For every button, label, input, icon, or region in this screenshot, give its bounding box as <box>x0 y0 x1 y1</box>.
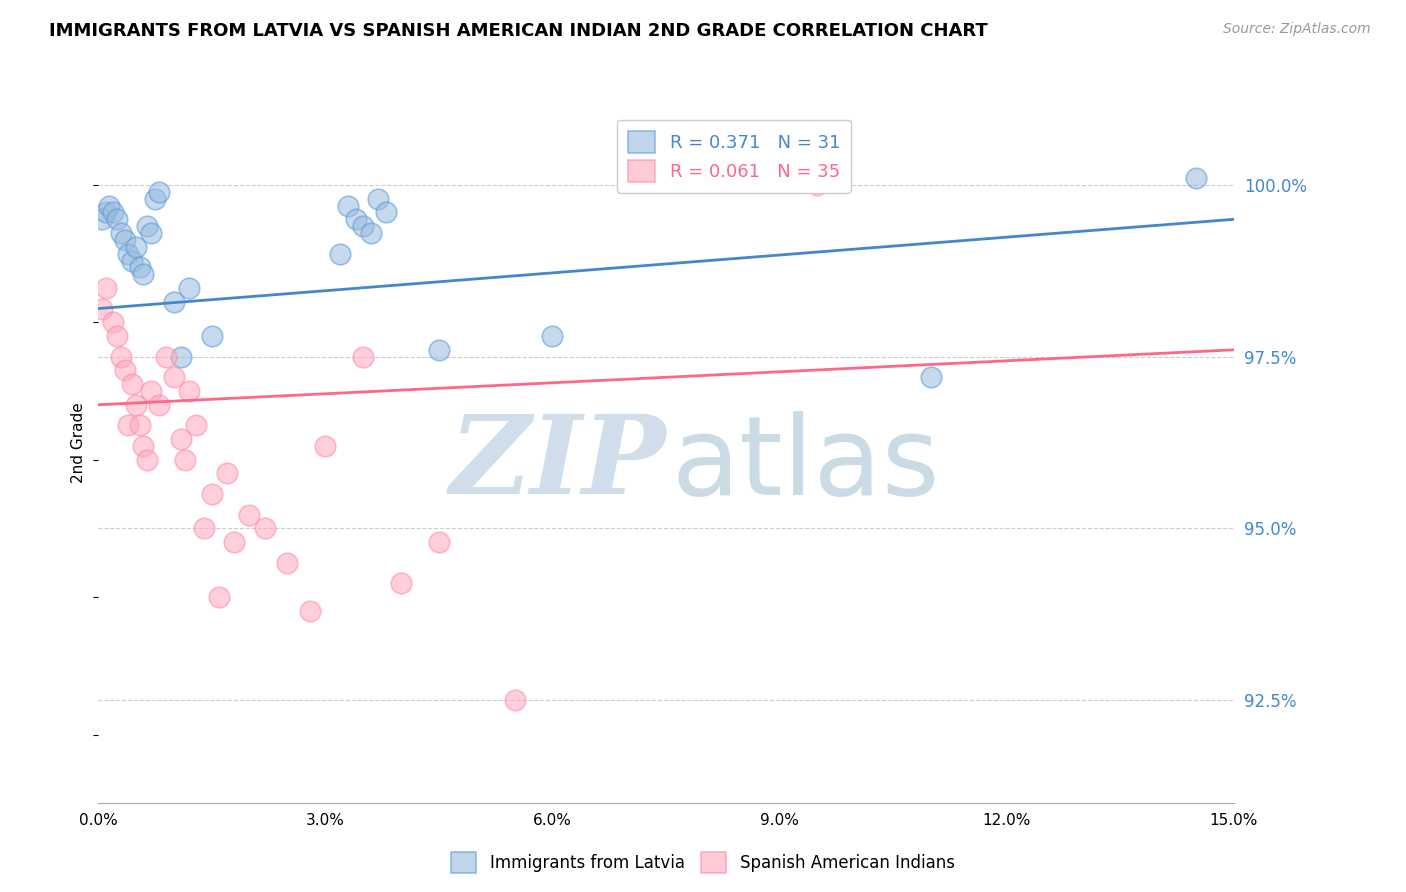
Point <box>201 329 224 343</box>
Point <box>367 192 389 206</box>
Point <box>110 226 132 240</box>
Point <box>427 343 450 357</box>
Point <box>163 370 186 384</box>
Point <box>105 212 128 227</box>
Point <box>163 294 186 309</box>
Point <box>103 315 125 329</box>
Point <box>186 418 208 433</box>
Point <box>1185 171 1208 186</box>
Point <box>125 398 148 412</box>
Point <box>148 185 170 199</box>
Point <box>427 535 450 549</box>
Point <box>374 205 396 219</box>
Point <box>94 281 117 295</box>
Point <box>344 212 367 227</box>
Point <box>114 363 136 377</box>
Point <box>215 467 238 481</box>
Point <box>98 198 121 212</box>
Point <box>155 350 177 364</box>
Point <box>103 205 125 219</box>
Point <box>336 198 359 212</box>
Text: Source: ZipAtlas.com: Source: ZipAtlas.com <box>1223 22 1371 37</box>
Point <box>136 219 159 234</box>
Point <box>177 384 200 398</box>
Point <box>208 590 231 604</box>
Point <box>174 452 197 467</box>
Point <box>128 418 150 433</box>
Text: ZIP: ZIP <box>450 410 666 518</box>
Point <box>121 253 143 268</box>
Point <box>90 301 112 316</box>
Point <box>389 576 412 591</box>
Point <box>503 693 526 707</box>
Point <box>329 246 352 260</box>
Point <box>94 205 117 219</box>
Point <box>177 281 200 295</box>
Point <box>139 226 162 240</box>
Point <box>201 487 224 501</box>
Text: IMMIGRANTS FROM LATVIA VS SPANISH AMERICAN INDIAN 2ND GRADE CORRELATION CHART: IMMIGRANTS FROM LATVIA VS SPANISH AMERIC… <box>49 22 988 40</box>
Point <box>541 329 564 343</box>
Point <box>224 535 246 549</box>
Text: atlas: atlas <box>672 410 941 517</box>
Point <box>920 370 942 384</box>
Point <box>132 439 155 453</box>
Point <box>253 521 276 535</box>
Point <box>148 398 170 412</box>
Point <box>193 521 215 535</box>
Point <box>806 178 828 192</box>
Point <box>170 432 193 446</box>
Point <box>170 350 193 364</box>
Point <box>128 260 150 275</box>
Point <box>139 384 162 398</box>
Point <box>276 556 298 570</box>
Point <box>143 192 166 206</box>
Point <box>238 508 260 522</box>
Point <box>117 246 139 260</box>
Y-axis label: 2nd Grade: 2nd Grade <box>72 402 86 483</box>
Point <box>121 377 143 392</box>
Point <box>132 267 155 281</box>
Legend: Immigrants from Latvia, Spanish American Indians: Immigrants from Latvia, Spanish American… <box>444 846 962 880</box>
Point <box>360 226 382 240</box>
Point <box>105 329 128 343</box>
Point <box>110 350 132 364</box>
Point <box>352 350 374 364</box>
Point <box>117 418 139 433</box>
Point <box>90 212 112 227</box>
Point <box>136 452 159 467</box>
Point <box>299 604 322 618</box>
Point <box>352 219 374 234</box>
Point <box>125 240 148 254</box>
Point <box>114 233 136 247</box>
Legend: R = 0.371   N = 31, R = 0.061   N = 35: R = 0.371 N = 31, R = 0.061 N = 35 <box>617 120 851 193</box>
Point <box>314 439 336 453</box>
